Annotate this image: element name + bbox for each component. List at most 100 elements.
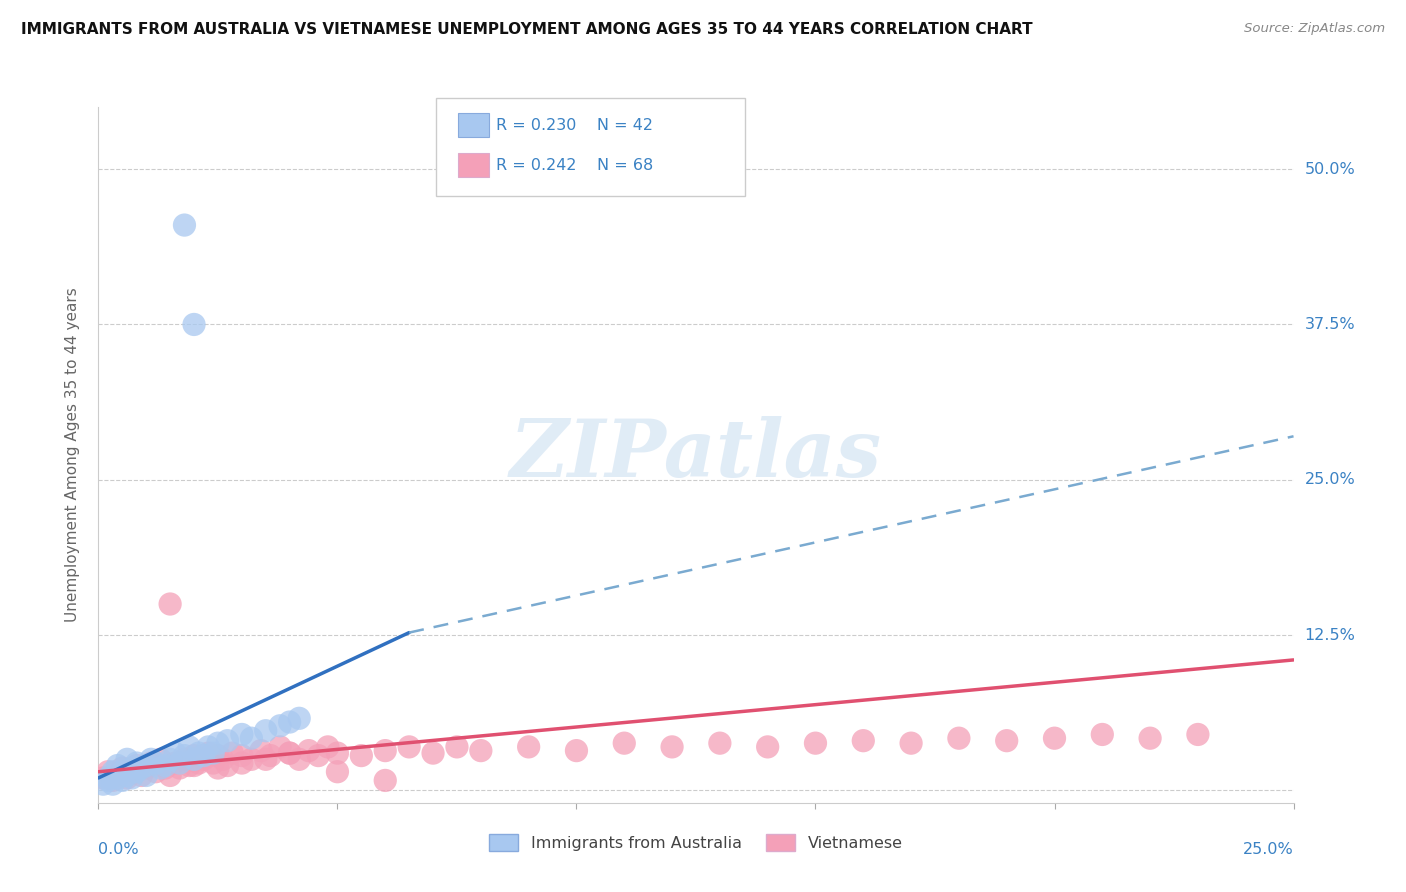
Point (254, 752, 277, 766)
Point (183, 748, 205, 763)
Point (187, 746, 209, 760)
Point (1139, 731, 1161, 746)
Point (197, 739, 219, 754)
Point (183, 318, 205, 332)
Point (278, 714, 301, 729)
Point (398, 739, 420, 754)
Point (173, 752, 195, 766)
Point (446, 739, 468, 754)
Point (326, 746, 349, 760)
Point (470, 744, 492, 758)
Point (111, 761, 134, 775)
Point (756, 739, 779, 754)
Point (231, 756, 253, 770)
Point (169, 756, 191, 770)
Point (202, 746, 225, 760)
Point (121, 761, 143, 775)
Point (613, 736, 636, 750)
Point (948, 731, 970, 746)
Text: 50.0%: 50.0% (1305, 161, 1355, 177)
Point (900, 736, 922, 750)
Point (350, 748, 373, 763)
Point (661, 739, 683, 754)
Point (173, 748, 195, 763)
Point (217, 733, 239, 747)
Point (115, 752, 138, 766)
Point (240, 752, 263, 766)
Point (231, 748, 253, 763)
Point (231, 727, 253, 741)
Point (159, 597, 181, 611)
Point (135, 761, 157, 775)
Point (288, 752, 311, 766)
Point (125, 764, 148, 779)
Point (131, 768, 153, 782)
Text: ZIPatlas: ZIPatlas (510, 417, 882, 493)
Text: 37.5%: 37.5% (1305, 317, 1355, 332)
Point (217, 758, 239, 772)
Point (316, 739, 339, 754)
Point (101, 764, 124, 779)
Point (145, 764, 167, 779)
Point (288, 711, 311, 725)
Point (183, 752, 205, 766)
Point (183, 758, 205, 772)
Point (187, 756, 209, 770)
Point (97, 773, 120, 788)
Point (107, 758, 129, 772)
Point (179, 739, 201, 754)
Point (307, 748, 329, 763)
Point (211, 752, 233, 766)
Text: 25.0%: 25.0% (1305, 472, 1355, 487)
Point (269, 739, 291, 754)
Point (374, 773, 396, 788)
Point (139, 752, 162, 766)
Text: 25.0%: 25.0% (1243, 842, 1294, 856)
Point (149, 752, 172, 766)
Point (278, 746, 301, 760)
Point (139, 756, 162, 770)
Point (107, 768, 129, 782)
Point (145, 756, 167, 770)
Point (173, 218, 195, 232)
Text: 0.0%: 0.0% (98, 842, 139, 856)
Point (159, 752, 181, 766)
Y-axis label: Unemployment Among Ages 35 to 44 years: Unemployment Among Ages 35 to 44 years (65, 287, 80, 623)
Text: 12.5%: 12.5% (1305, 628, 1355, 642)
Point (298, 744, 321, 758)
Point (207, 761, 229, 775)
Text: Source: ZipAtlas.com: Source: ZipAtlas.com (1244, 22, 1385, 36)
Point (197, 746, 219, 760)
Point (91, 777, 114, 791)
Point (135, 768, 157, 782)
Point (121, 771, 143, 785)
Point (111, 773, 134, 788)
Point (1043, 731, 1066, 746)
Point (565, 744, 588, 758)
Point (97, 764, 120, 779)
Point (1187, 727, 1209, 741)
Point (179, 758, 201, 772)
Point (101, 777, 124, 791)
Point (149, 761, 172, 775)
Point (995, 733, 1018, 747)
Text: R = 0.230    N = 42: R = 0.230 N = 42 (496, 119, 654, 133)
Point (254, 723, 277, 738)
Point (91, 771, 114, 785)
Point (517, 739, 540, 754)
Point (97, 771, 120, 785)
Text: R = 0.242    N = 68: R = 0.242 N = 68 (496, 158, 654, 172)
Point (804, 736, 827, 750)
Point (240, 731, 263, 746)
Point (125, 756, 148, 770)
Point (207, 748, 229, 763)
Point (269, 719, 291, 733)
Point (111, 764, 134, 779)
Point (135, 758, 157, 772)
Point (202, 756, 225, 770)
Text: IMMIGRANTS FROM AUSTRALIA VS VIETNAMESE UNEMPLOYMENT AMONG AGES 35 TO 44 YEARS C: IMMIGRANTS FROM AUSTRALIA VS VIETNAMESE … (21, 22, 1033, 37)
Point (207, 736, 229, 750)
Point (169, 761, 191, 775)
Point (278, 746, 301, 760)
Point (852, 733, 875, 747)
